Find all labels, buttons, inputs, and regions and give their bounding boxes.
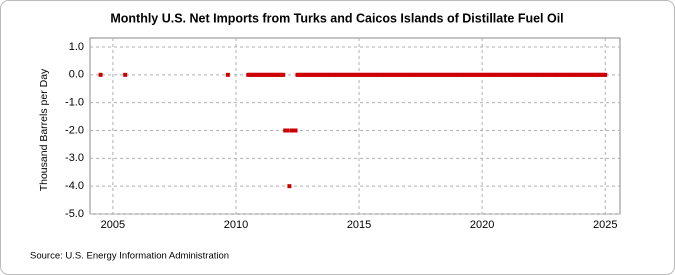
point [469,72,474,77]
point [531,72,536,77]
point [266,72,271,77]
point [383,72,388,77]
point [279,72,284,77]
point [420,72,425,77]
point [285,128,290,133]
point [537,72,542,77]
point [494,72,499,77]
source-note: Source: U.S. Energy Information Administ… [30,251,229,262]
point [432,72,437,77]
y-tick-label: -3.0 [65,152,84,164]
point [334,72,339,77]
y-tick-label: -5.0 [65,208,84,220]
plot-area [89,37,621,215]
point [592,72,597,77]
x-tick-label: 2015 [347,219,371,231]
point [389,72,394,77]
point [506,72,511,77]
y-tick-label: -4.0 [65,180,84,192]
point [293,128,298,133]
point [512,72,517,77]
point [371,72,376,77]
point [225,72,230,77]
point [439,72,444,77]
point [457,72,462,77]
point [402,72,407,77]
point [98,72,103,77]
x-tick-label: 2025 [593,219,617,231]
point [254,72,259,77]
point [291,128,296,133]
point [555,72,560,77]
point [599,72,604,77]
point [562,72,567,77]
point [309,72,314,77]
point [352,72,357,77]
y-axis-label: Thousand Barrels per Day [38,68,50,191]
point [328,72,333,77]
point [377,72,382,77]
point [359,72,364,77]
chart-title: Monthly U.S. Net Imports from Turks and … [110,11,563,25]
point [260,72,265,77]
point [500,72,505,77]
point [315,72,320,77]
point [463,72,468,77]
x-tick-label: 2020 [470,219,494,231]
point [395,72,400,77]
point [549,72,554,77]
point [281,72,286,77]
point [287,184,292,189]
y-tick-label: 0.0 [69,69,84,81]
point [603,72,608,77]
point [340,72,345,77]
point [574,72,579,77]
x-tick-label: 2010 [224,219,248,231]
y-tick-label: -1.0 [65,97,84,109]
point [488,72,493,77]
point [414,72,419,77]
point [322,72,327,77]
point [346,72,351,77]
point [297,72,302,77]
point [568,72,573,77]
point [123,72,128,77]
point [482,72,487,77]
point [445,72,450,77]
point [525,72,530,77]
point [303,72,308,77]
point [580,72,585,77]
point [475,72,480,77]
point [519,72,524,77]
point [408,72,413,77]
point [586,72,591,77]
point [272,72,277,77]
y-tick-label: -2.0 [65,124,84,136]
point [451,72,456,77]
x-tick-label: 2005 [101,219,125,231]
y-tick-label: 1.0 [69,41,84,53]
point [248,72,253,77]
point [426,72,431,77]
point [543,72,548,77]
point [365,72,370,77]
